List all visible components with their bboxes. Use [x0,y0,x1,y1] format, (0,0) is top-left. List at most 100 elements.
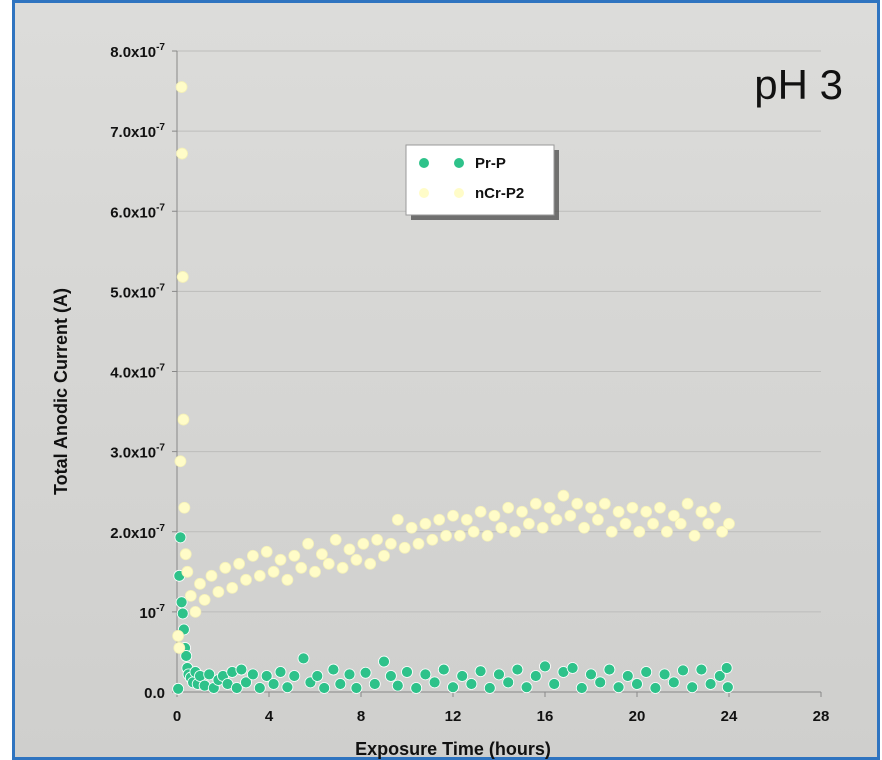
data-point [647,517,659,530]
data-point [336,561,349,574]
data-point [667,676,680,689]
data-point [456,670,469,682]
x-axis-title: Exposure Time (hours) [355,739,551,759]
y-tick-label: 2.0x10-7 [110,523,165,542]
data-point [716,525,728,538]
data-point [174,531,187,544]
data-point [176,607,189,620]
data-point [274,666,287,678]
data-point [566,662,579,674]
tick-labels: 0 4 8 12 16 20 24 28 0.0 10-7 2.0x10-7 3.0x10-7 4.0x… [110,42,829,725]
data-point [640,666,653,678]
data-point [720,662,733,674]
data-point [322,557,335,570]
data-point [198,593,211,606]
x-tick-label: 28 [813,708,830,725]
data-point [605,525,618,538]
x-tick-label: 16 [537,708,554,725]
data-point [575,682,588,694]
data-point [598,497,611,510]
x-tick-label: 0 [173,708,181,725]
data-point [343,543,356,556]
data-point [695,505,708,518]
data-point [311,670,324,682]
y-tick-label: 8.0x10-7 [110,42,165,61]
data-point [295,561,308,574]
data-point [649,682,662,694]
data-point [384,537,397,550]
data-point [267,565,280,578]
data-point [288,670,301,682]
data-point [654,501,666,514]
data-point [564,509,577,522]
data-point [194,577,206,590]
data-point [536,521,549,534]
data-point [440,529,453,542]
data-point [391,513,404,526]
data-point [327,663,340,676]
data-point [548,678,561,690]
data-point [176,147,188,160]
data-point [274,553,287,566]
legend-marker [419,188,429,198]
data-point [677,664,689,677]
data-point [288,549,301,562]
data-point [709,501,722,514]
data-point [233,557,246,570]
chart-frame: 0 4 8 12 16 20 24 28 0.0 10-7 2.0x10-7 3.0x10-7 4.0x… [12,0,880,760]
data-point [226,581,239,594]
data-point [502,676,515,689]
scatter-chart: 0 4 8 12 16 20 24 28 0.0 10-7 2.0x10-7 3.0x10-7 4.0x… [51,42,843,759]
data-point [578,521,590,534]
data-point [412,537,425,550]
data-point [621,670,634,682]
data-point [359,666,372,679]
data-point [447,509,459,522]
data-point [309,565,321,578]
data-point [178,501,191,514]
data-point [695,663,708,676]
data-point [592,513,604,526]
legend-label: nCr-P2 [475,185,524,202]
data-point [523,517,535,530]
y-tick-label: 10-7 [139,603,165,622]
data-point [297,652,310,665]
y-tick-label: 5.0x10-7 [110,282,165,301]
data-point [281,573,294,586]
data-point [253,569,266,582]
data-point [405,521,418,534]
data-point [585,501,597,514]
y-tick-label: 4.0x10-7 [110,363,165,382]
data-point [483,682,496,694]
data-point [172,682,185,695]
data-point [260,670,273,682]
data-point [302,537,315,550]
data-point [180,650,193,662]
data-point [674,517,687,530]
data-point [633,525,646,538]
data-point [428,676,441,689]
x-tick-label: 8 [357,708,365,725]
data-point [357,537,370,550]
x-tick-label: 4 [265,708,274,725]
data-point [453,529,466,542]
data-point [667,509,680,522]
data-point [189,605,202,618]
data-point [474,505,487,518]
data-point [368,678,381,690]
data-point [240,573,252,586]
data-point [721,681,734,694]
data-point [334,678,347,690]
data-point [661,525,673,538]
data-point [704,678,717,690]
data-point [253,682,266,694]
data-point [502,501,515,514]
data-point [401,666,413,678]
data-point [173,642,186,654]
data-point [520,681,533,694]
data-point [509,525,522,538]
data-point [594,676,607,689]
data-point [713,670,726,682]
data-point [419,668,432,681]
data-point [410,682,423,694]
